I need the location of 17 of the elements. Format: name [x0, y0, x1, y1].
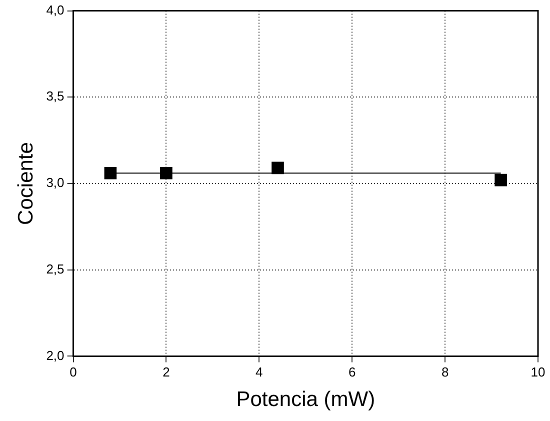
- point: [160, 166, 172, 180]
- x-axis-title: Potencia (mW): [236, 388, 376, 412]
- y-axis-title: Cociente: [14, 142, 38, 225]
- point: [104, 166, 117, 180]
- point: [494, 174, 507, 186]
- x-tick-label: 8: [441, 364, 449, 380]
- x-tick-label: 0: [70, 364, 77, 380]
- y-tick-label: 4,0: [46, 2, 64, 18]
- y-tick-label: 3,0: [46, 175, 64, 190]
- y-tick-label: 3,5: [46, 88, 64, 104]
- x-tick-label: 4: [256, 364, 263, 380]
- x-tick-label: 6: [348, 364, 356, 380]
- y-tick-label: 2,0: [46, 348, 64, 363]
- point: [272, 162, 284, 174]
- x-tick-label: 2: [162, 364, 170, 380]
- x-tick-label: 10: [530, 364, 546, 380]
- y-tick-label: 2,5: [46, 261, 64, 276]
